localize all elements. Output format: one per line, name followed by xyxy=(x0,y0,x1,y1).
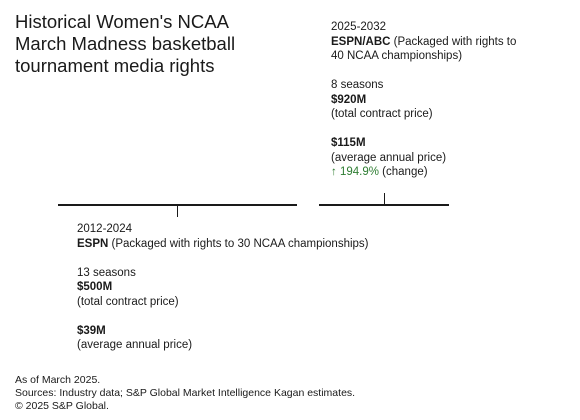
deal-2025-seasons: 8 seasons xyxy=(331,79,384,91)
deal-2012-seasons: 13 seasons xyxy=(77,266,136,279)
timeline-segment-2025-2032 xyxy=(319,204,449,206)
deal-2012-total-label: (total contract price) xyxy=(77,295,179,308)
deal-2012-desc: (Packaged with rights to 30 NCAA champio… xyxy=(111,237,369,250)
footer-sources: Sources: Industry data; S&P Global Marke… xyxy=(15,386,356,399)
timeline-tick-2025-2032 xyxy=(384,193,385,205)
title-line-3: tournament media rights xyxy=(15,55,215,76)
deal-2012-block: 2012-2024 ESPN (Packaged with rights to … xyxy=(77,222,369,353)
footer-as-of: As of March 2025. xyxy=(15,374,101,386)
deal-2025-network-line: ESPN/ABC (Packaged with rights to xyxy=(331,35,516,50)
deal-2025-desc-2: 40 NCAA championships) xyxy=(331,50,463,62)
deal-2012-annual-label: (average annual price) xyxy=(77,339,193,351)
deal-2025-annual-value: $115M xyxy=(331,137,366,149)
timeline-tick-2012-2024 xyxy=(177,205,178,217)
title-line-1: Historical Women's NCAA xyxy=(15,11,229,32)
deal-2012-annual-value: $39M xyxy=(77,324,106,337)
deal-2025-total-value: $920M xyxy=(331,93,367,106)
deal-2025-annual-label: (average annual price) xyxy=(331,151,447,164)
deal-2025-change-label: (change) xyxy=(382,166,428,178)
deal-2025-total-label: (total contract price) xyxy=(331,108,433,120)
footer-copyright: © 2025 S&P Global. xyxy=(15,399,109,412)
chart-title: Historical Women's NCAA March Madness ba… xyxy=(15,11,315,77)
deal-2025-block: 2025-2032 ESPN/ABC (Packaged with rights… xyxy=(331,20,516,180)
deal-2012-network-line: ESPN (Packaged with rights to 30 NCAA ch… xyxy=(77,237,369,252)
up-arrow-icon: ↑ xyxy=(331,166,337,178)
deal-2025-network: ESPN/ABC xyxy=(331,35,391,48)
deal-2025-change-value: 194.9% xyxy=(339,166,379,178)
deal-2025-change-line: ↑ 194.9% (change) xyxy=(331,165,516,180)
deal-2012-network: ESPN xyxy=(77,237,109,250)
footer: As of March 2025. Sources: Industry data… xyxy=(15,374,355,412)
deal-2012-years: 2012-2024 xyxy=(77,223,132,235)
deal-2025-desc-1: (Packaged with rights to xyxy=(393,35,517,48)
deal-2012-total-value: $500M xyxy=(77,281,113,293)
title-line-2: March Madness basketball xyxy=(15,33,236,54)
deal-2025-years: 2025-2032 xyxy=(331,21,386,33)
